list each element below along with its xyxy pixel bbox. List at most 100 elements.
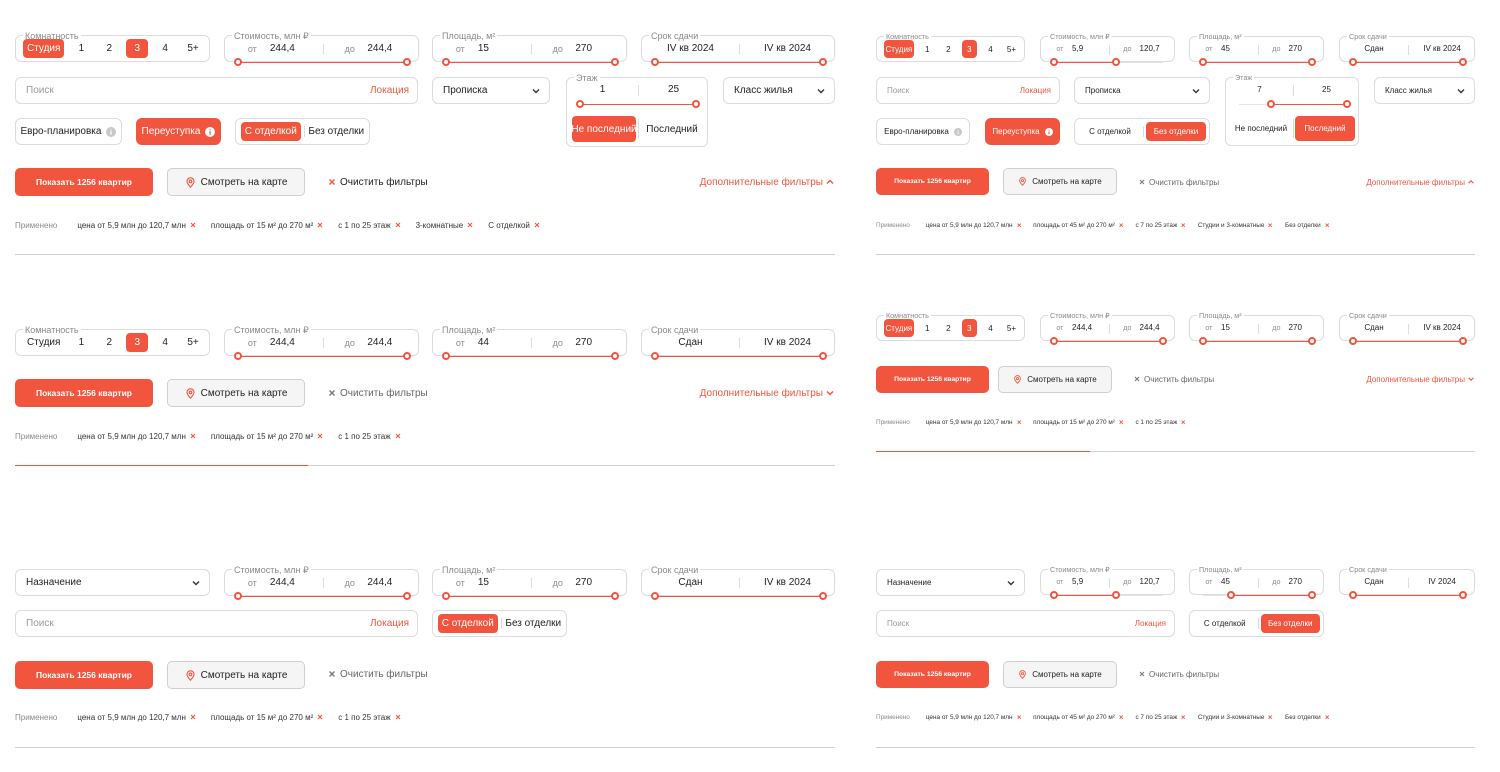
toggle-button[interactable]: Евро-планировка (876, 118, 970, 145)
option[interactable]: 1 (70, 39, 92, 58)
applied-tag[interactable]: Студии и 3-комнатные (1198, 222, 1274, 229)
clear-filters[interactable]: Очистить фильтры (1133, 371, 1214, 387)
applied-tag[interactable]: Без отделки (1285, 714, 1330, 721)
show-button[interactable]: Показать 1256 квартир (15, 661, 153, 689)
search-placeholder[interactable]: Поиск (887, 618, 910, 628)
toggle-button[interactable]: Евро-планировка (15, 118, 122, 145)
applied-tag[interactable]: с 7 по 25 этаж (1135, 222, 1186, 229)
option[interactable]: 3 (961, 40, 977, 58)
more-filters[interactable]: Дополнительные фильтры (700, 174, 835, 190)
option[interactable]: С отделкой (438, 614, 498, 633)
option[interactable]: 5+ (1004, 319, 1019, 337)
show-button[interactable]: Показать 1256 квартир (876, 168, 989, 195)
slider-handle[interactable] (442, 58, 450, 66)
slider-handle[interactable] (1308, 58, 1316, 66)
slider-handle[interactable] (692, 100, 700, 108)
search-placeholder[interactable]: Поиск (887, 85, 910, 95)
toggle-button[interactable]: Переуступка (985, 118, 1060, 145)
select-field[interactable]: Класс жилья (723, 77, 835, 104)
applied-tag[interactable]: площадь от 45 м² до 270 м² (1033, 714, 1124, 721)
slider-handle[interactable] (1343, 100, 1351, 108)
slider-handle[interactable] (1050, 591, 1058, 599)
option[interactable]: 3 (126, 333, 149, 352)
slider-handle[interactable] (1267, 100, 1276, 108)
slider-handle[interactable] (1349, 337, 1357, 345)
option[interactable]: 1 (920, 40, 935, 58)
slider-handle[interactable] (819, 592, 827, 600)
option[interactable]: Без отделки (1146, 122, 1206, 141)
option[interactable]: Последний (640, 116, 704, 142)
slider-handle[interactable] (611, 592, 619, 600)
option[interactable]: 4 (983, 40, 998, 58)
slider-handle[interactable] (403, 58, 411, 66)
applied-tag[interactable]: цена от 5,9 млн до 120,7 млн (926, 419, 1022, 426)
option[interactable]: Студия (23, 39, 65, 58)
option[interactable]: 5+ (182, 39, 204, 58)
slider-handle[interactable] (234, 352, 242, 360)
clear-filters[interactable]: Очистить фильтры (327, 174, 428, 190)
applied-tag[interactable]: Студии и 3-комнатные (1198, 714, 1274, 721)
location-link[interactable]: Локация (369, 617, 409, 629)
applied-tag[interactable]: цена от 5,9 млн до 120,7 млн (77, 713, 197, 722)
slider-handle[interactable] (1199, 58, 1207, 66)
applied-tag[interactable]: площадь от 15 м² до 270 м² (1033, 419, 1124, 426)
map-button[interactable]: Смотреть на карте (1003, 661, 1117, 688)
option[interactable]: Не последний (1231, 116, 1291, 141)
slider-handle[interactable] (611, 352, 619, 360)
clear-filters[interactable]: Очистить фильтры (327, 666, 428, 682)
location-link[interactable]: Локация (1019, 85, 1051, 95)
slider-handle[interactable] (1459, 58, 1467, 66)
map-button[interactable]: Смотреть на карте (1003, 168, 1117, 195)
option[interactable]: 2 (98, 39, 120, 58)
applied-tag[interactable]: цена от 5,9 млн до 120,7 млн (926, 222, 1022, 229)
more-filters[interactable]: Дополнительные фильтры (700, 385, 835, 401)
applied-tag[interactable]: площадь от 15 м² до 270 м² (211, 432, 324, 441)
search-placeholder[interactable]: Поиск (26, 84, 54, 96)
select-field[interactable]: Класс жилья (1374, 77, 1475, 104)
toggle-button[interactable]: Переуступка (136, 118, 221, 145)
slider-handle[interactable] (1349, 58, 1357, 66)
applied-tag[interactable]: с 1 по 25 этаж (338, 221, 401, 230)
applied-tag[interactable]: площадь от 15 м² до 270 м² (211, 713, 324, 722)
select-field[interactable]: Прописка (1074, 77, 1210, 104)
slider-handle[interactable] (442, 592, 450, 600)
slider-handle[interactable] (403, 352, 411, 360)
applied-tag[interactable]: с 1 по 25 этаж (338, 432, 401, 441)
applied-tag[interactable]: цена от 5,9 млн до 120,7 млн (926, 714, 1022, 721)
applied-tag[interactable]: с 1 по 25 этаж (1135, 419, 1186, 426)
map-button[interactable]: Смотреть на карте (167, 379, 305, 407)
slider-handle[interactable] (1459, 337, 1467, 345)
slider-handle[interactable] (1159, 337, 1167, 345)
option[interactable]: С отделкой (241, 122, 301, 141)
applied-tag[interactable]: С отделкой (488, 221, 541, 230)
slider-handle[interactable] (1050, 58, 1058, 66)
applied-tag[interactable]: площадь от 45 м² до 270 м² (1033, 222, 1124, 229)
clear-filters[interactable]: Очистить фильтры (1138, 666, 1219, 682)
option[interactable]: 4 (983, 319, 998, 337)
option[interactable]: С отделкой (1195, 614, 1255, 633)
option[interactable]: С отделкой (1080, 122, 1140, 141)
applied-tag[interactable]: с 1 по 25 этаж (338, 713, 401, 722)
option[interactable]: 4 (154, 39, 176, 58)
applied-tag[interactable]: Без отделки (1285, 222, 1330, 229)
slider-handle[interactable] (1112, 58, 1121, 66)
applied-tag[interactable]: 3-комнатные (416, 221, 475, 230)
slider-handle[interactable] (1050, 337, 1058, 345)
option[interactable]: 5+ (182, 333, 204, 352)
slider-handle[interactable] (234, 58, 242, 66)
location-link[interactable]: Локация (369, 84, 409, 96)
option[interactable]: Не последний (571, 116, 637, 142)
select-field[interactable]: Назначение (876, 569, 1025, 596)
option[interactable]: 2 (941, 40, 956, 58)
slider-handle[interactable] (1308, 591, 1316, 599)
option[interactable]: 5+ (1004, 40, 1019, 58)
option[interactable]: Студия (23, 333, 64, 352)
option[interactable]: Без отделки (504, 614, 564, 633)
map-button[interactable]: Смотреть на карте (998, 366, 1112, 393)
slider-handle[interactable] (1459, 591, 1467, 599)
applied-tag[interactable]: цена от 5,9 млн до 120,7 млн (77, 432, 197, 441)
applied-tag[interactable]: с 7 по 25 этаж (1135, 714, 1186, 721)
clear-filters[interactable]: Очистить фильтры (1138, 174, 1219, 190)
option[interactable]: 1 (920, 319, 935, 337)
slider-handle[interactable] (234, 592, 242, 600)
